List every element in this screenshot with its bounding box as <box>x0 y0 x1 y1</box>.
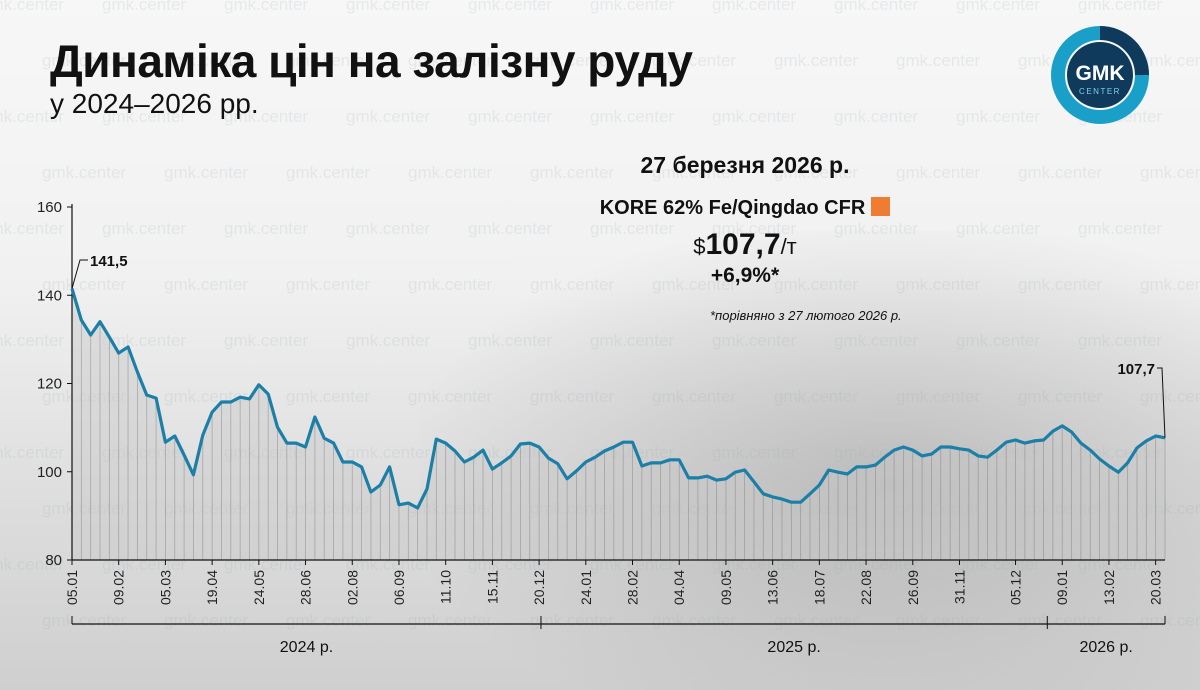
x-tick-label: 20.12 <box>531 570 547 605</box>
footnote: *порівняно з 27 лютого 2026 р. <box>710 308 902 323</box>
y-tick-label: 160 <box>37 199 62 216</box>
price-change: +6,9%* <box>710 264 780 287</box>
gmk-center-logo: GMK CENTER <box>1051 26 1149 124</box>
year-label: 2025 р. <box>767 639 820 656</box>
x-tick-label: 28.02 <box>625 570 641 605</box>
x-tick-label: 15.11 <box>484 570 500 604</box>
data-label-end: 107,7 <box>1117 361 1155 378</box>
logo-text: GMK <box>1076 62 1125 85</box>
x-tick-label: 05.01 <box>64 570 80 605</box>
page-subtitle: у 2024–2026 рр. <box>50 88 259 119</box>
page-title: Динаміка цін на залізну руду <box>50 35 693 87</box>
x-tick-label: 09.01 <box>1054 570 1070 605</box>
x-tick-label: 09.02 <box>111 570 127 605</box>
callout-leader <box>71 259 88 289</box>
price-summary: 27 березня 2026 р. KORE 62% Fe/Qingdao C… <box>560 152 930 288</box>
x-tick-label: 31.11 <box>951 570 967 604</box>
x-tick-label: 06.09 <box>391 570 407 605</box>
x-tick-label: 05.03 <box>157 570 173 605</box>
year-label: 2024 р. <box>280 639 333 656</box>
x-tick-label: 19.04 <box>204 570 220 605</box>
y-tick-label: 140 <box>37 287 62 304</box>
y-tick-label: 120 <box>37 376 62 393</box>
data-label-start: 141,5 <box>90 253 128 270</box>
x-tick-label: 13.06 <box>765 570 781 605</box>
x-tick-label: 26.09 <box>905 570 921 605</box>
year-label: 2026 р. <box>1079 639 1132 656</box>
x-tick-label: 04.04 <box>671 570 687 605</box>
x-tick-label: 24.01 <box>578 570 594 605</box>
x-tick-label: 18.07 <box>811 570 827 605</box>
summary-date: 27 березня 2026 р. <box>640 152 850 178</box>
y-tick-label: 100 <box>37 464 62 481</box>
price-value: 107,7 <box>705 228 781 261</box>
callout-leader <box>1157 367 1166 438</box>
x-tick-label: 24.05 <box>251 570 267 605</box>
x-tick-label: 05.12 <box>1008 570 1024 605</box>
price-row: $107,7/т <box>560 228 930 262</box>
area-fill <box>72 288 1165 560</box>
x-tick-label: 13.02 <box>1101 570 1117 605</box>
x-tick-label: 09.05 <box>718 570 734 605</box>
legend-marker-icon <box>871 197 891 216</box>
price-line <box>70 288 1166 510</box>
x-tick-label: 11.10 <box>438 570 454 604</box>
y-tick-label: 80 <box>45 552 62 569</box>
price-currency: $ <box>693 234 706 259</box>
x-tick-label: 02.08 <box>344 570 360 605</box>
x-tick-label: 20.03 <box>1148 570 1164 605</box>
index-name: KORE 62% Fe/Qingdao CFR <box>599 197 866 219</box>
x-tick-label: 22.08 <box>858 570 874 605</box>
price-unit: /т <box>780 234 797 259</box>
x-tick-label: 28.06 <box>298 570 314 605</box>
index-name-row: KORE 62% Fe/Qingdao CFR <box>560 197 930 220</box>
logo-subtext: CENTER <box>1079 87 1121 96</box>
